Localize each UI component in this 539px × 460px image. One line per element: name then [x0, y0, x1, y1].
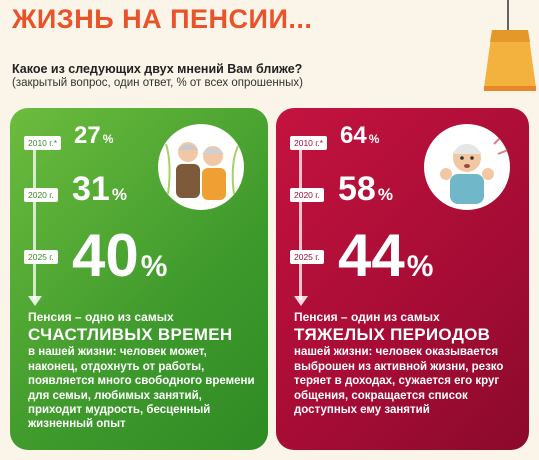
hard-lead: Пенсия – один из самых — [294, 310, 440, 324]
hard-text: нашей жизни: человек оказывается выброше… — [294, 346, 504, 416]
elderly-couple-icon — [158, 124, 244, 210]
year-label: 2025 г. — [290, 250, 324, 264]
happy-text: в нашей жизни: человек может, наконец, о… — [28, 346, 255, 431]
happy-card: 2010 г.* 27% 2020 г. 31% 2025 г. 40% Пен… — [10, 108, 268, 450]
year-label: 2020 г. — [290, 188, 324, 202]
page-title: ЖИЗНЬ НА ПЕНСИИ... — [12, 4, 313, 34]
hard-headline: ТЯЖЕЛЫХ ПЕРИОДОВ — [294, 325, 491, 344]
year-label: 2025 г. — [24, 250, 58, 264]
hard-description: Пенсия – один из самых ТЯЖЕЛЫХ ПЕРИОДОВ … — [294, 310, 519, 417]
value-2010: 64% — [340, 122, 380, 149]
question-note: (закрытый вопрос, один ответ, % от всех … — [12, 77, 303, 89]
happy-lead: Пенсия – одно из самых — [28, 310, 174, 324]
value-2025: 44% — [338, 222, 434, 289]
happy-description: Пенсия – одно из самых СЧАСТЛИВЫХ ВРЕМЕН… — [28, 310, 258, 432]
lamp-icon — [484, 0, 536, 91]
worried-elderly-man-icon — [424, 124, 510, 210]
year-label: 2010 г.* — [290, 136, 328, 150]
value-2020: 31% — [72, 170, 127, 208]
value-2020: 58% — [338, 170, 393, 208]
happy-headline: СЧАСТЛИВЫХ ВРЕМЕН — [28, 325, 233, 344]
value-2025: 40% — [72, 222, 168, 289]
year-label: 2020 г. — [24, 188, 58, 202]
year-label: 2010 г.* — [24, 136, 62, 150]
value-2010: 27% — [74, 122, 114, 149]
hard-card: 2010 г.* 64% 2020 г. 58% 2025 г. 44% Пен… — [276, 108, 529, 450]
question: Какое из следующих двух мнений Вам ближе… — [12, 62, 303, 76]
